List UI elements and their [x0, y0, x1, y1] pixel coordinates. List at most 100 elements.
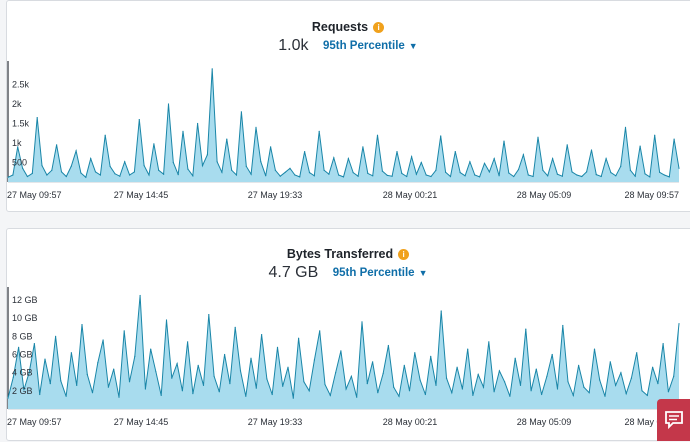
requests-data-point — [581, 175, 583, 178]
bytes-data-point — [657, 383, 659, 385]
requests-data-point — [668, 176, 670, 178]
bytes-data-point — [461, 388, 463, 390]
requests-data-point — [586, 171, 588, 173]
bytes-data-point — [366, 383, 368, 385]
requests-data-point — [435, 169, 437, 171]
requests-data-point — [401, 172, 403, 174]
bytes-y-tick-label: 4 GB — [12, 368, 33, 378]
bytes-data-point — [408, 390, 411, 392]
bytes-data-point — [445, 377, 448, 379]
requests-data-point — [124, 161, 126, 163]
requests-data-point — [610, 172, 612, 174]
bytes-data-point — [646, 394, 648, 396]
requests-title: Requests — [311, 20, 369, 34]
bytes-data-point — [667, 391, 670, 393]
requests-data-point — [265, 175, 267, 177]
requests-data-point — [571, 171, 573, 173]
info-icon[interactable]: i — [398, 249, 410, 260]
bytes-data-point — [192, 393, 194, 395]
bytes-data-point — [356, 396, 358, 398]
bytes-data-point — [18, 346, 20, 348]
bytes-data-point — [213, 375, 215, 377]
requests-data-point — [304, 151, 306, 153]
requests-x-tick-label: 27 May 14:45 — [114, 190, 169, 200]
bytes-data-point — [28, 372, 30, 374]
requests-data-point — [459, 172, 461, 174]
bytes-data-point — [102, 339, 104, 341]
requests-data-point — [498, 175, 500, 177]
bytes-percentile-dropdown[interactable]: 95th Percentile ▼ — [333, 267, 428, 279]
bytes-data-point — [678, 323, 680, 325]
bytes-data-point — [319, 330, 321, 332]
requests-data-point — [46, 174, 48, 176]
requests-data-point — [352, 172, 354, 174]
bytes-data-point — [599, 379, 601, 381]
requests-data-point — [454, 151, 456, 153]
requests-data-point — [576, 174, 578, 176]
bytes-data-point — [382, 373, 384, 375]
bytes-y-tick-label: 10 GB — [12, 313, 38, 323]
bytes-data-point — [641, 390, 643, 392]
requests-data-point — [338, 174, 340, 176]
requests-data-point — [279, 175, 281, 177]
requests-data-point — [527, 174, 529, 176]
requests-data-point — [654, 134, 656, 136]
bytes-data-point — [673, 375, 675, 377]
bytes-y-tick-label: 8 GB — [12, 331, 33, 341]
bytes-data-point — [435, 384, 437, 386]
bytes-data-point — [118, 396, 120, 398]
requests-data-point — [231, 169, 233, 171]
requests-data-point — [347, 158, 349, 160]
feedback-button[interactable] — [657, 399, 690, 441]
bytes-data-point — [155, 371, 157, 373]
bytes-title-row: Bytes Transferred i — [7, 247, 689, 261]
bytes-data-point — [329, 394, 331, 396]
bytes-data-point — [23, 389, 25, 391]
bytes-data-point — [620, 372, 622, 374]
info-icon[interactable]: i — [373, 22, 385, 33]
requests-data-point — [308, 172, 311, 174]
requests-data-point — [129, 174, 131, 176]
bytes-data-point — [583, 386, 585, 388]
requests-chart[interactable]: 500 1k 1.5k 2k 2.5k 27 May 09:57 27 May 14:45 2… — [7, 1, 690, 213]
requests-data-point — [182, 130, 184, 132]
requests-data-point — [406, 175, 408, 178]
requests-data-point — [31, 172, 33, 174]
bytes-data-point — [567, 381, 569, 383]
requests-percentile-dropdown[interactable]: 95th Percentile ▼ — [323, 40, 418, 52]
requests-data-point — [99, 174, 101, 176]
bytes-data-point — [615, 384, 617, 386]
bytes-data-point — [134, 355, 136, 357]
requests-data-point — [85, 176, 87, 178]
requests-data-point — [488, 171, 490, 173]
bytes-x-tick-label: 27 May 14:45 — [114, 417, 169, 427]
requests-data-point — [284, 171, 286, 173]
requests-data-point — [158, 169, 160, 171]
bytes-data-point — [636, 352, 638, 354]
bytes-chart[interactable]: 2 GB 4 GB 6 GB 8 GB 10 GB 12 GB 27 May 09:57 27… — [7, 229, 690, 442]
bytes-data-point — [128, 381, 131, 383]
bytes-series-area — [8, 295, 679, 409]
bytes-data-point — [551, 353, 553, 356]
requests-data-point — [449, 175, 452, 178]
bytes-data-point — [488, 341, 490, 343]
requests-data-point — [148, 174, 150, 176]
requests-data-point — [22, 167, 24, 169]
requests-data-point — [415, 173, 417, 175]
bytes-data-point — [556, 388, 559, 390]
requests-data-point — [143, 165, 145, 167]
requests-data-point — [493, 158, 495, 160]
bytes-data-point — [70, 352, 72, 354]
requests-data-point — [133, 171, 135, 173]
bytes-data-point — [176, 363, 178, 365]
chevron-down-icon: ▼ — [408, 41, 418, 51]
requests-data-point — [605, 158, 607, 160]
requests-data-point — [595, 174, 597, 176]
chevron-down-icon: ▼ — [418, 268, 428, 278]
bytes-data-point — [361, 321, 363, 323]
requests-data-point — [36, 117, 38, 119]
requests-data-point — [479, 176, 481, 178]
bytes-data-point — [498, 370, 500, 372]
bytes-data-point — [298, 337, 300, 339]
bytes-data-point — [530, 390, 532, 392]
